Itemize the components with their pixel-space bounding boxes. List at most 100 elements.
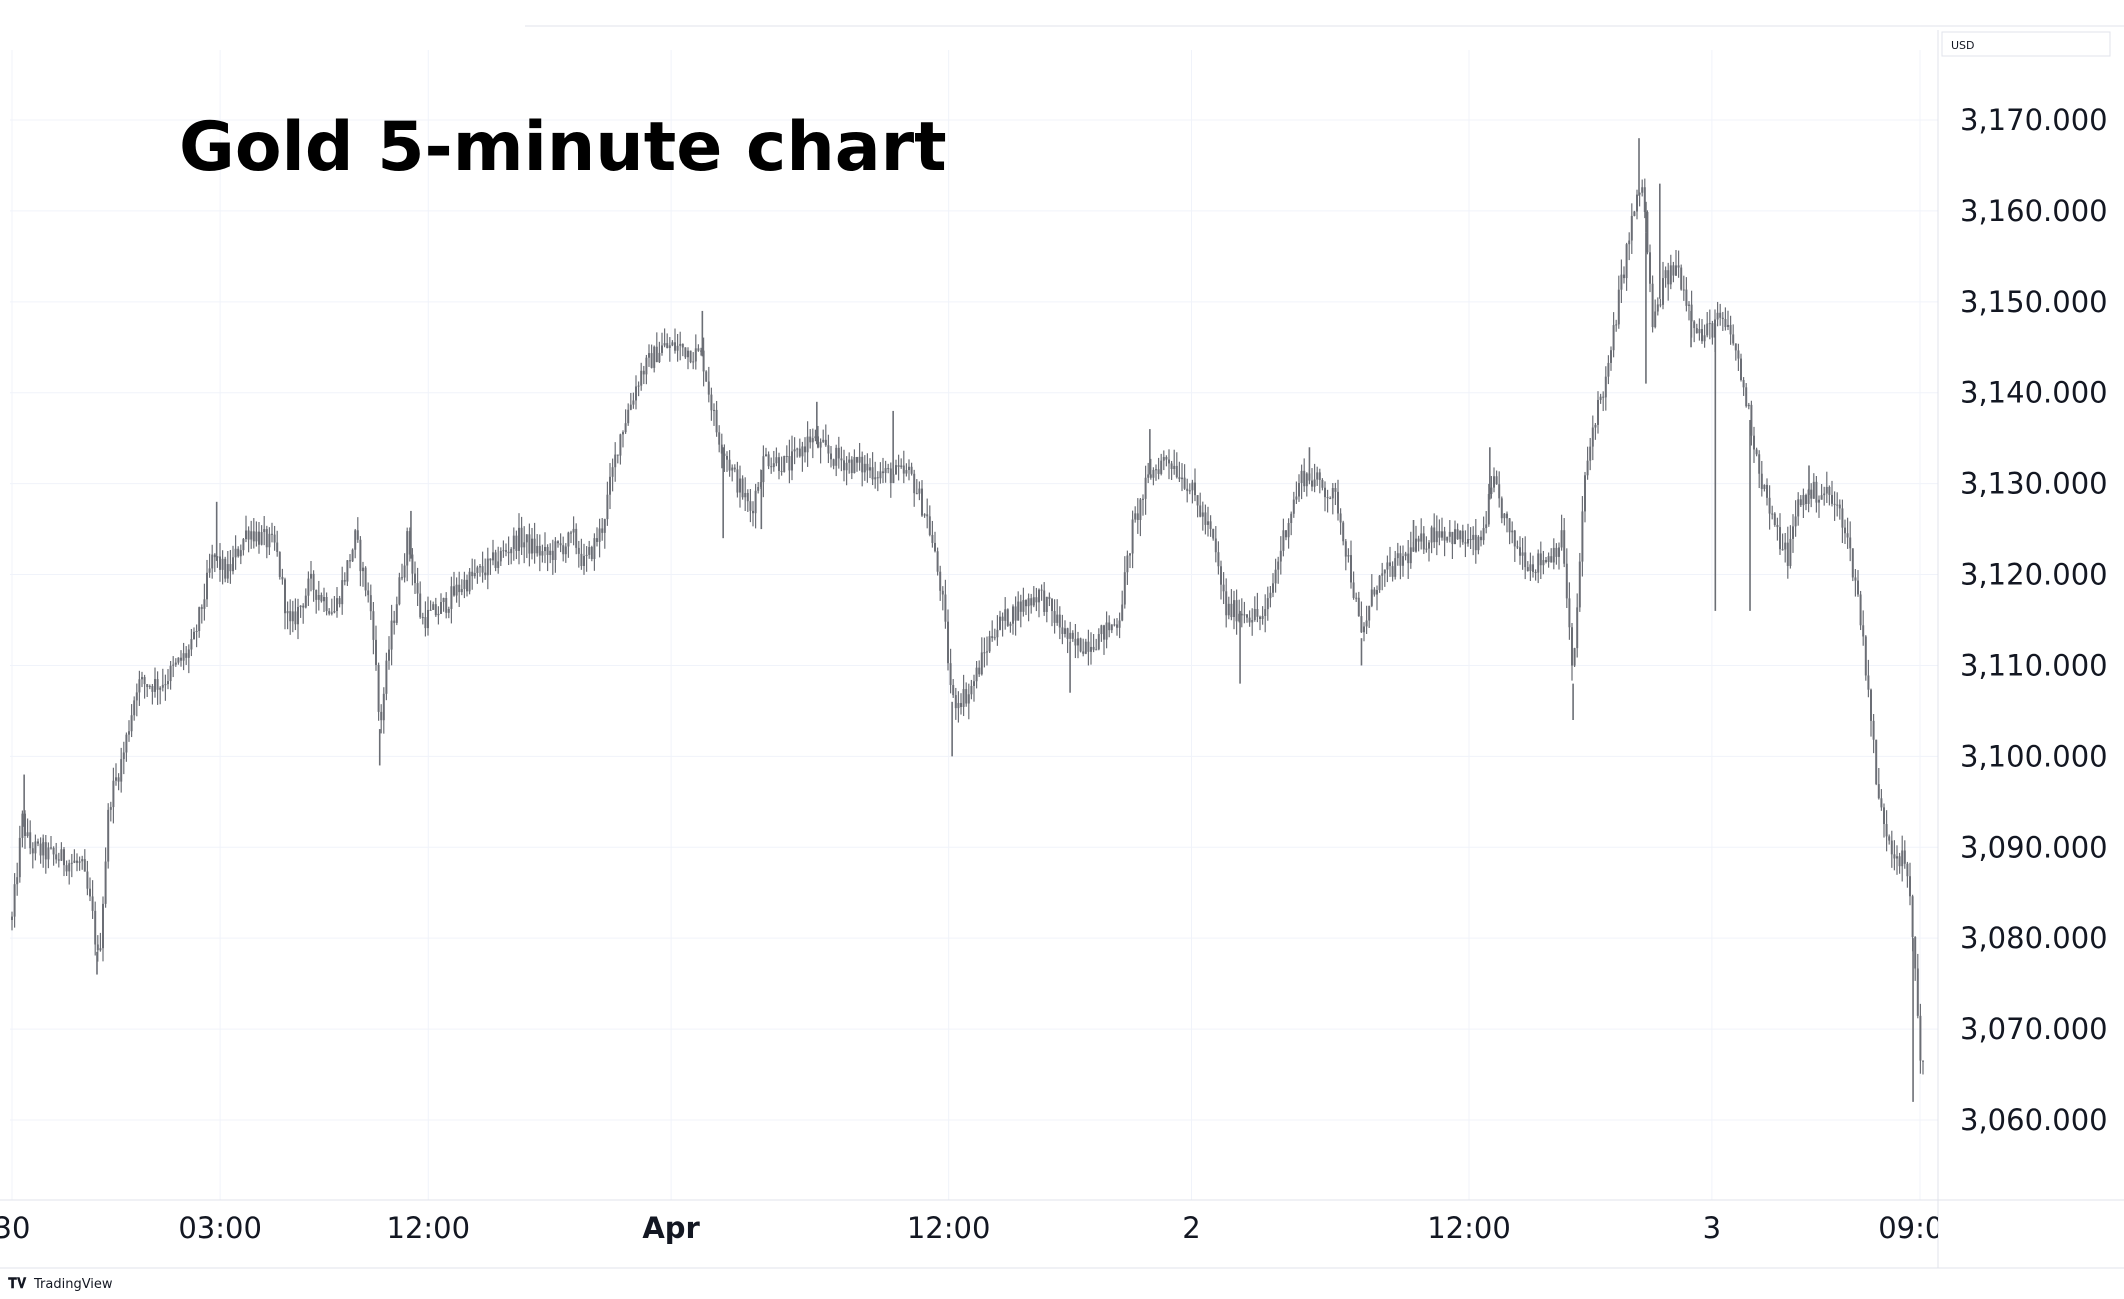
candle-body — [720, 444, 723, 454]
candle-body — [1594, 424, 1597, 428]
candle — [294, 598, 297, 631]
candle-body — [1152, 469, 1155, 478]
candle-body — [1207, 521, 1209, 525]
candle-body — [1833, 503, 1836, 505]
candle-body — [557, 541, 559, 544]
candle — [1888, 834, 1891, 845]
candle-body — [1285, 530, 1287, 538]
candle — [1266, 586, 1269, 621]
candle-body — [1045, 596, 1048, 612]
candle-body — [788, 456, 791, 471]
candle-body — [827, 445, 830, 454]
candle-body — [869, 467, 871, 471]
candle-body — [1030, 598, 1033, 606]
candle-body — [1243, 614, 1246, 616]
candle — [1526, 561, 1529, 572]
candle — [1901, 835, 1904, 882]
candle — [1199, 492, 1202, 518]
candle — [55, 842, 58, 864]
candle-body — [289, 611, 292, 622]
candle-body — [284, 579, 286, 614]
candle — [1378, 574, 1381, 593]
time-axis[interactable]: 30 03:00 12:00 Apr 12:00 2 12:00 3 09:00 — [0, 1211, 1962, 1245]
candle-body — [1732, 334, 1735, 344]
candle — [1851, 548, 1854, 582]
candle-body — [1012, 606, 1014, 624]
candle — [1838, 499, 1841, 520]
price-axis[interactable]: 3,060.000 3,070.000 3,080.000 3,090.000 3,10… — [1960, 103, 2108, 1137]
candle — [832, 458, 835, 470]
candle-body — [338, 598, 341, 605]
candle-body — [1617, 289, 1620, 325]
candle — [1828, 485, 1831, 506]
candle — [505, 543, 507, 557]
candle — [1214, 526, 1217, 563]
candle — [1259, 615, 1261, 631]
candle — [172, 656, 175, 678]
candle-body — [728, 459, 731, 471]
candle-body — [1456, 529, 1459, 540]
candle-body — [307, 578, 310, 596]
candle — [91, 880, 94, 919]
candle — [424, 601, 427, 637]
candle — [1243, 601, 1246, 624]
candle-body — [1110, 624, 1113, 631]
y-tick-label: 3,150.000 — [1960, 285, 2108, 319]
candle — [619, 433, 622, 465]
candle-body — [1643, 187, 1646, 212]
candle-body — [492, 552, 494, 561]
candle-body — [1019, 601, 1022, 612]
candle — [1305, 472, 1308, 497]
brand-logo[interactable]: 𝐓𝐕 TradingView — [8, 1276, 113, 1292]
currency-badge[interactable]: USD — [1941, 31, 2111, 57]
candle-body — [447, 608, 450, 613]
candle — [601, 518, 604, 541]
candle — [1123, 556, 1126, 609]
candle-body — [302, 605, 305, 608]
candle-body — [1022, 600, 1025, 612]
candle-body — [1906, 863, 1909, 877]
candle-body — [1818, 499, 1820, 503]
candle — [1877, 768, 1880, 800]
candle-body — [775, 457, 778, 464]
candle-body — [211, 554, 214, 569]
candle-body — [757, 486, 760, 491]
candle-body — [1542, 560, 1545, 566]
candle — [229, 550, 232, 584]
candle-body — [1604, 376, 1607, 398]
candle — [928, 505, 931, 537]
candle — [1584, 471, 1586, 523]
candle-body — [182, 653, 185, 661]
candle — [1446, 536, 1449, 543]
candle-body — [1360, 616, 1363, 633]
candle-body — [1571, 627, 1573, 666]
candle — [949, 648, 952, 694]
candle-body — [1586, 460, 1589, 476]
candle-body — [50, 847, 52, 849]
candle — [1396, 542, 1399, 566]
candle-body — [198, 607, 201, 632]
candle-body — [245, 530, 247, 540]
candle-body — [195, 631, 198, 633]
candle-body — [1269, 592, 1272, 599]
candle — [377, 662, 380, 721]
candle — [1147, 462, 1150, 484]
candle-body — [1539, 553, 1542, 566]
candle — [887, 463, 890, 474]
candle-body — [484, 572, 487, 576]
candle — [590, 545, 593, 562]
candle-body — [663, 343, 666, 346]
candle-body — [1563, 530, 1566, 564]
candle — [1823, 486, 1826, 506]
candle — [286, 601, 289, 630]
candle-body — [380, 711, 383, 721]
candle — [401, 563, 403, 581]
candle-body — [739, 478, 741, 493]
candle-body — [1872, 720, 1875, 740]
candle — [398, 572, 401, 606]
candle — [167, 669, 169, 690]
candle — [112, 767, 115, 824]
candle-body — [1500, 498, 1503, 519]
candle — [148, 684, 151, 690]
candle-body — [1352, 582, 1355, 598]
